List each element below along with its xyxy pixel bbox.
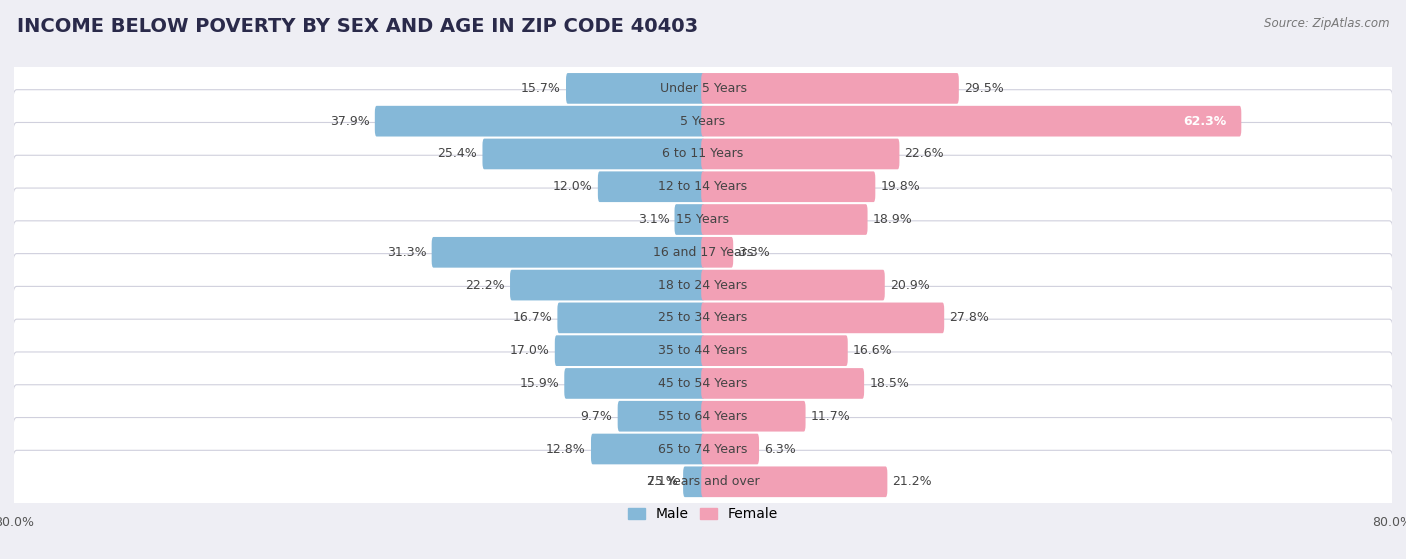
FancyBboxPatch shape: [13, 57, 1393, 120]
Text: 20.9%: 20.9%: [890, 278, 929, 292]
FancyBboxPatch shape: [13, 352, 1393, 415]
FancyBboxPatch shape: [702, 302, 945, 333]
Text: 15 Years: 15 Years: [676, 213, 730, 226]
FancyBboxPatch shape: [702, 401, 806, 432]
Text: 2.1%: 2.1%: [647, 475, 678, 489]
FancyBboxPatch shape: [13, 286, 1393, 350]
Text: 15.9%: 15.9%: [519, 377, 560, 390]
Text: 18.9%: 18.9%: [873, 213, 912, 226]
Text: 12.0%: 12.0%: [553, 180, 593, 193]
FancyBboxPatch shape: [13, 418, 1393, 481]
Text: 18.5%: 18.5%: [869, 377, 910, 390]
Text: 12 to 14 Years: 12 to 14 Years: [658, 180, 748, 193]
FancyBboxPatch shape: [482, 139, 704, 169]
FancyBboxPatch shape: [13, 122, 1393, 186]
FancyBboxPatch shape: [13, 417, 1393, 481]
FancyBboxPatch shape: [13, 286, 1393, 349]
Text: 6.3%: 6.3%: [763, 443, 796, 456]
Text: 5 Years: 5 Years: [681, 115, 725, 127]
Text: 16 and 17 Years: 16 and 17 Years: [652, 246, 754, 259]
FancyBboxPatch shape: [13, 253, 1393, 317]
FancyBboxPatch shape: [557, 302, 704, 333]
Text: 65 to 74 Years: 65 to 74 Years: [658, 443, 748, 456]
FancyBboxPatch shape: [702, 335, 848, 366]
FancyBboxPatch shape: [13, 188, 1393, 251]
FancyBboxPatch shape: [702, 73, 959, 104]
Text: 11.7%: 11.7%: [811, 410, 851, 423]
Text: 15.7%: 15.7%: [522, 82, 561, 95]
FancyBboxPatch shape: [432, 237, 704, 268]
FancyBboxPatch shape: [13, 319, 1393, 382]
FancyBboxPatch shape: [13, 56, 1393, 121]
FancyBboxPatch shape: [13, 89, 1393, 153]
FancyBboxPatch shape: [13, 449, 1393, 514]
FancyBboxPatch shape: [564, 368, 704, 399]
FancyBboxPatch shape: [683, 466, 704, 497]
FancyBboxPatch shape: [702, 204, 868, 235]
FancyBboxPatch shape: [13, 319, 1393, 383]
FancyBboxPatch shape: [13, 385, 1393, 448]
FancyBboxPatch shape: [702, 368, 865, 399]
Text: 3.3%: 3.3%: [738, 246, 770, 259]
Text: 37.9%: 37.9%: [330, 115, 370, 127]
FancyBboxPatch shape: [13, 155, 1393, 219]
FancyBboxPatch shape: [702, 466, 887, 497]
Text: 75 Years and over: 75 Years and over: [647, 475, 759, 489]
Text: 27.8%: 27.8%: [949, 311, 990, 324]
Text: 16.7%: 16.7%: [513, 311, 553, 324]
FancyBboxPatch shape: [13, 221, 1393, 284]
FancyBboxPatch shape: [13, 187, 1393, 252]
Text: 16.6%: 16.6%: [853, 344, 893, 357]
FancyBboxPatch shape: [702, 106, 1241, 136]
FancyBboxPatch shape: [591, 434, 704, 465]
Text: 18 to 24 Years: 18 to 24 Years: [658, 278, 748, 292]
Text: 45 to 54 Years: 45 to 54 Years: [658, 377, 748, 390]
FancyBboxPatch shape: [617, 401, 704, 432]
Text: 35 to 44 Years: 35 to 44 Years: [658, 344, 748, 357]
FancyBboxPatch shape: [13, 155, 1393, 218]
FancyBboxPatch shape: [702, 172, 876, 202]
Text: 62.3%: 62.3%: [1184, 115, 1226, 127]
Text: INCOME BELOW POVERTY BY SEX AND AGE IN ZIP CODE 40403: INCOME BELOW POVERTY BY SEX AND AGE IN Z…: [17, 17, 697, 36]
Text: 22.6%: 22.6%: [904, 148, 945, 160]
Text: 55 to 64 Years: 55 to 64 Years: [658, 410, 748, 423]
Text: 9.7%: 9.7%: [581, 410, 613, 423]
FancyBboxPatch shape: [13, 384, 1393, 448]
FancyBboxPatch shape: [702, 270, 884, 300]
Text: 19.8%: 19.8%: [880, 180, 920, 193]
Text: 6 to 11 Years: 6 to 11 Years: [662, 148, 744, 160]
Text: 25 to 34 Years: 25 to 34 Years: [658, 311, 748, 324]
FancyBboxPatch shape: [13, 122, 1393, 186]
Text: Under 5 Years: Under 5 Years: [659, 82, 747, 95]
FancyBboxPatch shape: [702, 139, 900, 169]
Text: Source: ZipAtlas.com: Source: ZipAtlas.com: [1264, 17, 1389, 30]
FancyBboxPatch shape: [13, 351, 1393, 415]
FancyBboxPatch shape: [567, 73, 704, 104]
Text: 17.0%: 17.0%: [510, 344, 550, 357]
FancyBboxPatch shape: [13, 451, 1393, 513]
FancyBboxPatch shape: [702, 434, 759, 465]
Text: 22.2%: 22.2%: [465, 278, 505, 292]
Text: 21.2%: 21.2%: [893, 475, 932, 489]
Text: 31.3%: 31.3%: [387, 246, 426, 259]
FancyBboxPatch shape: [598, 172, 704, 202]
FancyBboxPatch shape: [13, 89, 1393, 153]
FancyBboxPatch shape: [13, 254, 1393, 316]
FancyBboxPatch shape: [675, 204, 704, 235]
FancyBboxPatch shape: [510, 270, 704, 300]
Text: 12.8%: 12.8%: [546, 443, 586, 456]
FancyBboxPatch shape: [13, 220, 1393, 285]
FancyBboxPatch shape: [375, 106, 704, 136]
Text: 25.4%: 25.4%: [437, 148, 478, 160]
Legend: Male, Female: Male, Female: [623, 501, 783, 527]
FancyBboxPatch shape: [555, 335, 704, 366]
Text: 29.5%: 29.5%: [965, 82, 1004, 95]
Text: 3.1%: 3.1%: [638, 213, 669, 226]
FancyBboxPatch shape: [702, 237, 733, 268]
